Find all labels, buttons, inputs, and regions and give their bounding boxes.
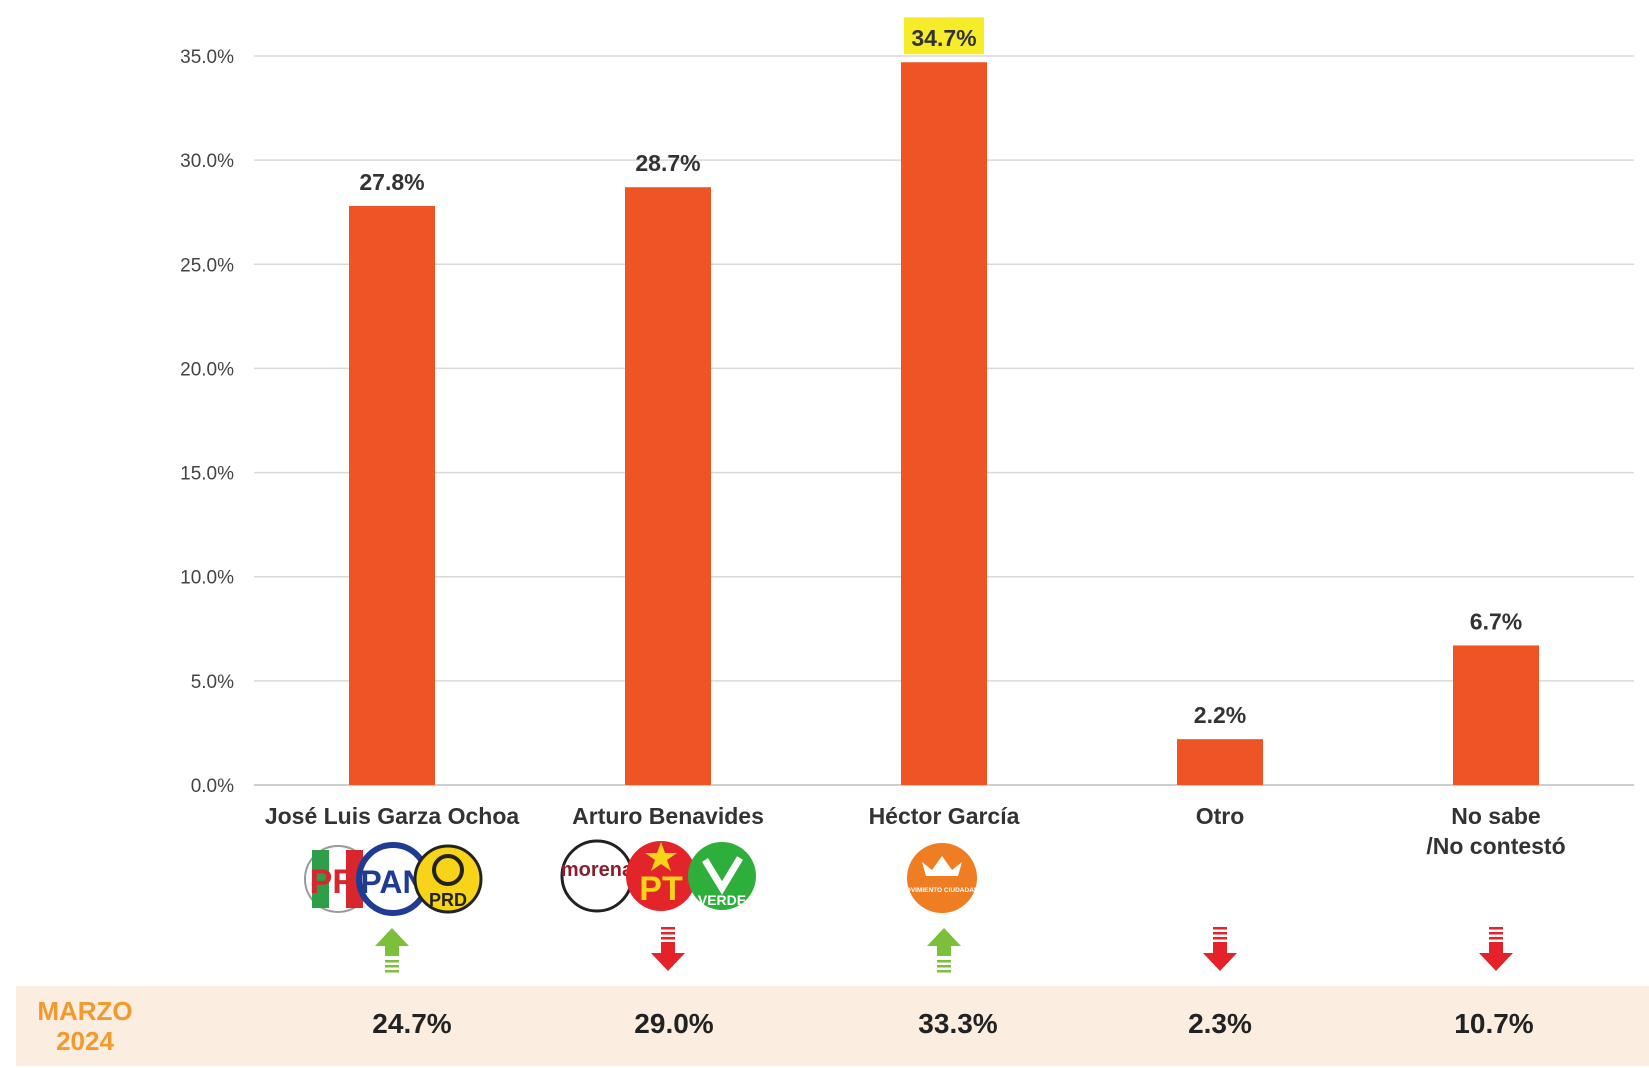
verde-logo-icon: VERDE: [688, 842, 756, 910]
arrow-stripe: [1213, 927, 1227, 930]
comparison-label-year: 2024: [56, 1026, 114, 1056]
y-tick-label: 5.0%: [191, 672, 234, 693]
comparison-value: 33.3%: [918, 1008, 998, 1039]
logos-hector-garcia: MOVIMIENTO CIUDADANO: [900, 843, 984, 913]
arrow-stripe: [385, 960, 399, 963]
value-label: 2.2%: [1194, 702, 1246, 728]
arrow-stripe: [661, 932, 675, 935]
pri-logo-icon: PRI: [304, 845, 372, 913]
prd-logo-icon: PRD: [413, 844, 483, 914]
comparison-value: 2.3%: [1188, 1008, 1252, 1039]
y-tick-label: 30.0%: [180, 151, 234, 172]
bar: [349, 205, 435, 786]
arrow-stripe: [1213, 932, 1227, 935]
pt-logo-icon: PT: [626, 841, 696, 911]
arrow-stripe: [661, 937, 675, 940]
bar: [901, 62, 987, 785]
y-axis-ticks: 0.0% 5.0% 10.0% 15.0% 20.0% 25.0% 30.0% 35.0%: [180, 47, 234, 797]
arrow-up-icon: [927, 928, 961, 973]
arrow-head: [1479, 942, 1513, 971]
y-tick-label: 20.0%: [180, 359, 234, 380]
logo-label: VERDE: [698, 892, 746, 908]
arrow-down-icon: [1479, 927, 1513, 971]
value-label: 27.8%: [359, 169, 424, 195]
arrow-stripe: [1489, 937, 1503, 940]
arrow-stripe: [1489, 932, 1503, 935]
bar: [625, 187, 711, 786]
logos-garza-ochoa: PRI PAN PRD: [304, 842, 483, 916]
arrow-stripe: [1489, 927, 1503, 930]
y-tick-label: 25.0%: [180, 255, 234, 276]
value-labels: 27.8% 28.7% 34.7% 2.2% 6.7%: [359, 17, 1522, 728]
arrow-down-icon: [651, 927, 685, 971]
arrow-stripe: [937, 970, 951, 973]
comparison-value: 24.7%: [372, 1008, 452, 1039]
arrow-stripe: [385, 970, 399, 973]
bar: [1453, 645, 1539, 785]
category-label: Arturo Benavides: [572, 803, 764, 829]
logo-label: MOVIMIENTO CIUDADANO: [900, 887, 983, 894]
arrow-stripe: [1213, 937, 1227, 940]
y-tick-label: 15.0%: [180, 464, 234, 485]
y-tick-label: 10.0%: [180, 568, 234, 589]
y-tick-label: 0.0%: [191, 776, 234, 797]
comparison-value: 10.7%: [1454, 1008, 1534, 1039]
bar-chart: 0.0% 5.0% 10.0% 15.0% 20.0% 25.0% 30.0% 35.0% 2…: [180, 17, 1634, 973]
comparison-label-month: MARZO: [37, 996, 133, 1026]
category-label: José Luis Garza Ochoa: [265, 803, 520, 829]
logos-benavides: morena PT VERDE: [560, 839, 756, 913]
bars: [349, 62, 1539, 786]
arrow-up-icon: [375, 928, 409, 973]
category-label: Otro: [1196, 803, 1245, 829]
logo-label: morena: [561, 859, 634, 881]
comparison-label: MARZO 2024: [30, 996, 140, 1056]
logo-label: PT: [639, 870, 683, 908]
category-label: No sabe: [1451, 803, 1540, 829]
value-label: 6.7%: [1470, 608, 1522, 634]
comparison-value: 29.0%: [634, 1008, 714, 1039]
arrow-stripe: [937, 960, 951, 963]
value-label: 28.7%: [635, 150, 700, 176]
comparison-row: MARZO 2024 24.7% 29.0% 33.3% 2.3% 10.7%: [16, 986, 1649, 1066]
arrow-stripe: [937, 965, 951, 968]
arrow-head: [651, 942, 685, 971]
arrow-head: [1203, 942, 1237, 971]
category-labels: José Luis Garza Ochoa Arturo Benavides Héc…: [265, 803, 1566, 859]
category-label: /No contestó: [1426, 833, 1565, 859]
arrow-down-icon: [1203, 927, 1237, 971]
bar: [1177, 739, 1263, 785]
trend-arrows: [375, 927, 1513, 973]
category-label: Héctor García: [869, 803, 1020, 829]
movimiento-ciudadano-logo-icon: MOVIMIENTO CIUDADANO: [900, 843, 984, 913]
arrow-head: [375, 928, 409, 956]
y-tick-label: 35.0%: [180, 47, 234, 68]
logo-label: PRD: [429, 890, 467, 910]
arrow-head: [927, 928, 961, 956]
value-label-highlight: [904, 17, 984, 55]
morena-logo-icon: morena: [560, 839, 634, 913]
arrow-stripe: [661, 927, 675, 930]
arrow-stripe: [385, 965, 399, 968]
value-label: 34.7%: [911, 25, 976, 51]
